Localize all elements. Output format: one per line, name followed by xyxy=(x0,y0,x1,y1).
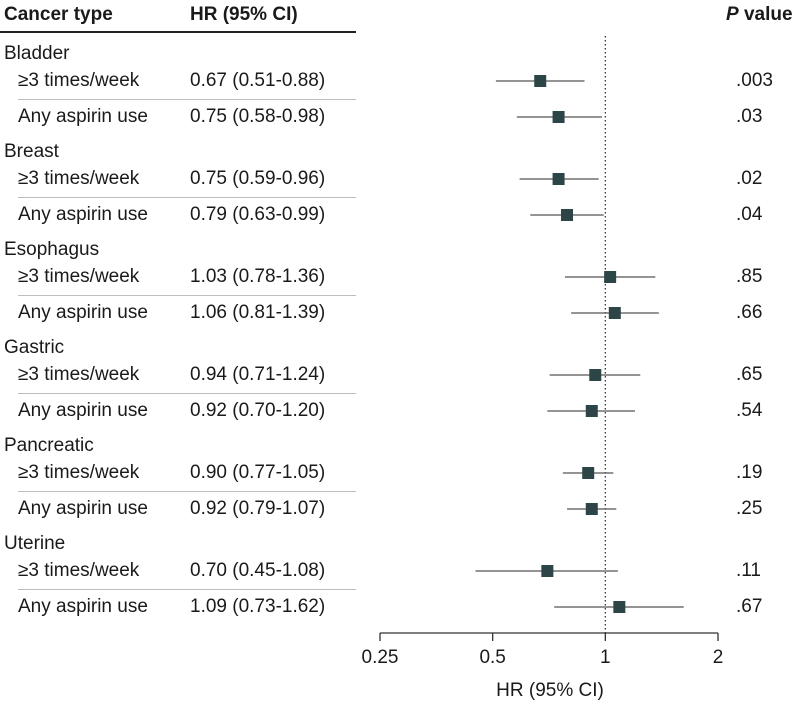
row-hr-ci: 0.92 (0.79-1.07) xyxy=(190,498,326,519)
hr-marker xyxy=(589,369,602,381)
header-cancer-type: Cancer type xyxy=(4,4,113,25)
hr-marker xyxy=(534,75,547,87)
row-hr-ci: 1.03 (0.78-1.36) xyxy=(190,266,326,287)
row-separator xyxy=(18,99,356,100)
row-label: ≥3 times/week xyxy=(18,70,140,91)
row-p-value: .25 xyxy=(736,498,763,519)
x-tick-label: 1 xyxy=(600,647,611,668)
group-label: Gastric xyxy=(4,337,65,358)
header-rule xyxy=(0,31,356,33)
row-label: ≥3 times/week xyxy=(18,364,140,385)
group-label: Bladder xyxy=(4,43,70,64)
row-separator xyxy=(18,295,356,296)
hr-marker xyxy=(613,601,626,613)
group-label: Esophagus xyxy=(4,239,100,260)
x-axis-label: HR (95% CI) xyxy=(496,680,604,701)
row-separator xyxy=(18,589,356,590)
row-label: ≥3 times/week xyxy=(18,168,140,189)
row-p-value: .54 xyxy=(736,400,763,421)
row-label: ≥3 times/week xyxy=(18,266,140,287)
row-p-value: .19 xyxy=(736,462,763,483)
hr-marker xyxy=(585,405,598,417)
row-label: ≥3 times/week xyxy=(18,560,140,581)
x-tick-label: 0.25 xyxy=(362,647,399,668)
row-label: Any aspirin use xyxy=(18,498,148,519)
row-separator xyxy=(18,197,356,198)
row-label: Any aspirin use xyxy=(18,204,148,225)
header-hr: HR (95% CI) xyxy=(190,4,298,25)
hr-marker xyxy=(585,503,598,515)
row-hr-ci: 0.94 (0.71-1.24) xyxy=(190,364,326,385)
hr-marker xyxy=(541,565,554,577)
header-p-italic: P xyxy=(726,4,739,25)
row-label: Any aspirin use xyxy=(18,106,148,127)
group-label: Uterine xyxy=(4,533,66,554)
row-hr-ci: 0.90 (0.77-1.05) xyxy=(190,462,326,483)
hr-marker xyxy=(582,467,595,479)
row-label: Any aspirin use xyxy=(18,596,148,617)
group-label: Pancreatic xyxy=(4,435,94,456)
hr-marker xyxy=(604,271,617,283)
row-p-value: .11 xyxy=(736,560,762,581)
group-label: Breast xyxy=(4,141,59,162)
row-label: ≥3 times/week xyxy=(18,462,140,483)
header-p-rest: value xyxy=(738,4,793,25)
x-tick-label: 0.5 xyxy=(479,647,505,668)
hr-marker xyxy=(608,307,621,319)
row-p-value: .85 xyxy=(736,266,763,287)
row-hr-ci: 0.75 (0.59-0.96) xyxy=(190,168,326,189)
hr-marker xyxy=(561,209,574,221)
row-p-value: .04 xyxy=(736,204,763,225)
row-hr-ci: 1.09 (0.73-1.62) xyxy=(190,596,326,617)
hr-marker xyxy=(552,173,565,185)
row-separator xyxy=(18,393,356,394)
row-p-value: .003 xyxy=(736,70,773,91)
row-hr-ci: 0.70 (0.45-1.08) xyxy=(190,560,326,581)
hr-marker xyxy=(552,111,565,123)
row-label: Any aspirin use xyxy=(18,400,148,421)
row-hr-ci: 1.06 (0.81-1.39) xyxy=(190,302,326,323)
row-p-value: .03 xyxy=(736,106,763,127)
x-tick-label: 2 xyxy=(713,647,724,668)
row-hr-ci: 0.79 (0.63-0.99) xyxy=(190,204,326,225)
row-p-value: .65 xyxy=(736,364,763,385)
row-p-value: .66 xyxy=(736,302,763,323)
header-p-value: P value xyxy=(726,2,793,28)
row-hr-ci: 0.75 (0.58-0.98) xyxy=(190,106,326,127)
row-separator xyxy=(18,491,356,492)
row-hr-ci: 0.67 (0.51-0.88) xyxy=(190,70,326,91)
row-hr-ci: 0.92 (0.70-1.20) xyxy=(190,400,326,421)
row-label: Any aspirin use xyxy=(18,302,148,323)
row-p-value: .67 xyxy=(736,596,763,617)
row-p-value: .02 xyxy=(736,168,763,189)
